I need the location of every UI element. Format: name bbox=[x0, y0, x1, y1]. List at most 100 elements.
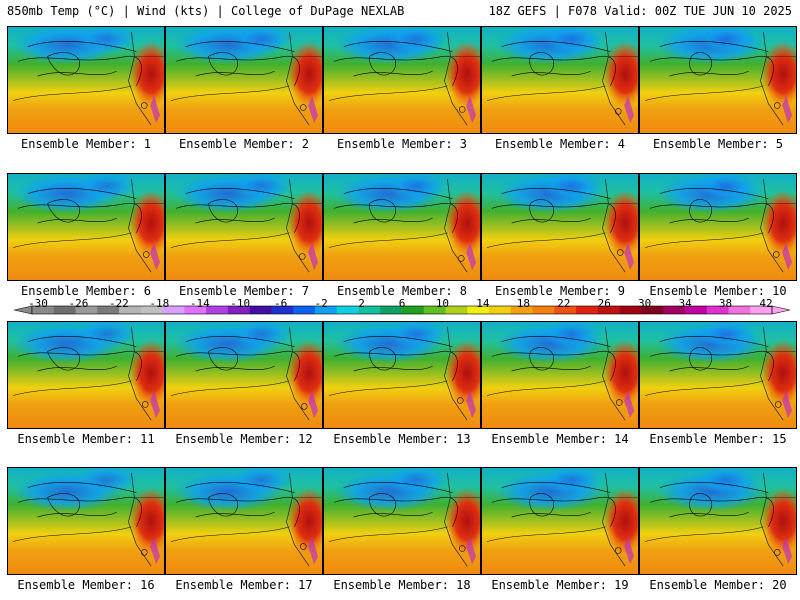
colorbar-tick-label: 26 bbox=[597, 297, 611, 310]
colorbar-tick-label: -10 bbox=[230, 297, 251, 310]
colorbar-swatch bbox=[510, 306, 533, 314]
colorbar-swatch bbox=[271, 306, 294, 314]
colorbar-tick-label: 38 bbox=[718, 297, 733, 310]
ensemble-map bbox=[639, 321, 797, 429]
ensemble-map bbox=[639, 26, 797, 134]
ensemble-map bbox=[639, 173, 797, 281]
ensemble-member-panel: Ensemble Member: 3 bbox=[323, 26, 481, 151]
ensemble-member-label: Ensemble Member: 5 bbox=[652, 137, 784, 151]
ensemble-map bbox=[323, 467, 481, 575]
colorbar-swatch bbox=[97, 306, 120, 314]
ensemble-member-panel: Ensemble Member: 4 bbox=[481, 26, 639, 151]
ensemble-member-label: Ensemble Member: 8 bbox=[336, 284, 468, 298]
ensemble-map bbox=[7, 321, 165, 429]
ensemble-member-panel: Ensemble Member: 2 bbox=[165, 26, 323, 151]
colorbar-tick-label: 30 bbox=[638, 297, 652, 310]
ensemble-map bbox=[481, 321, 639, 429]
ensemble-member-panel: Ensemble Member: 7 bbox=[165, 173, 323, 298]
ensemble-member-label: Ensemble Member: 2 bbox=[178, 137, 310, 151]
colorbar-tick-label: -22 bbox=[108, 297, 129, 310]
colorbar-swatch bbox=[32, 306, 55, 314]
colorbar-swatch bbox=[75, 306, 98, 314]
colorbar-swatch bbox=[706, 306, 729, 314]
ensemble-member-label: Ensemble Member: 14 bbox=[491, 432, 629, 446]
colorbar-swatch bbox=[445, 306, 468, 314]
ensemble-member-label: Ensemble Member: 13 bbox=[333, 432, 471, 446]
ensemble-map bbox=[165, 26, 323, 134]
ensemble-member-label: Ensemble Member: 18 bbox=[333, 578, 471, 592]
colorbar-swatch bbox=[554, 306, 577, 314]
colorbar-swatch bbox=[597, 306, 620, 314]
colorbar-swatch bbox=[293, 306, 316, 314]
ensemble-map bbox=[165, 467, 323, 575]
colorbar-swatch bbox=[423, 306, 446, 314]
colorbar-swatch bbox=[53, 306, 76, 314]
colorbar-tick-label: 34 bbox=[678, 297, 692, 310]
ensemble-map bbox=[323, 321, 481, 429]
ensemble-member-label: Ensemble Member: 6 bbox=[20, 284, 152, 298]
ensemble-map bbox=[481, 173, 639, 281]
colorbar-tick-label: 18 bbox=[516, 297, 530, 310]
colorbar-swatch bbox=[750, 306, 773, 314]
ensemble-member-label: Ensemble Member: 4 bbox=[494, 137, 626, 151]
colorbar-swatch bbox=[206, 306, 229, 314]
colorbar-swatch bbox=[140, 306, 163, 314]
ensemble-member-label: Ensemble Member: 9 bbox=[494, 284, 626, 298]
ensemble-member-panel: Ensemble Member: 16 bbox=[7, 467, 165, 592]
colorbar-frame bbox=[31, 305, 773, 315]
colorbar-swatch bbox=[184, 306, 207, 314]
colorbar-tick-label: 6 bbox=[398, 297, 406, 310]
ensemble-member-label: Ensemble Member: 20 bbox=[649, 578, 787, 592]
ensemble-member-panel: Ensemble Member: 12 bbox=[165, 321, 323, 446]
ensemble-member-panel: Ensemble Member: 1 bbox=[7, 26, 165, 151]
ensemble-member-label: Ensemble Member: 19 bbox=[491, 578, 629, 592]
ensemble-member-panel: Ensemble Member: 6 bbox=[7, 173, 165, 298]
ensemble-member-panel: Ensemble Member: 19 bbox=[481, 467, 639, 592]
ensemble-member-panel: Ensemble Member: 20 bbox=[639, 467, 797, 592]
ensemble-member-label: Ensemble Member: 16 bbox=[17, 578, 155, 592]
colorbar-swatch bbox=[227, 306, 250, 314]
colorbar-tick-label: 22 bbox=[557, 297, 571, 310]
ensemble-map bbox=[7, 173, 165, 281]
ensemble-member-label: Ensemble Member: 3 bbox=[336, 137, 468, 151]
colorbar-swatch bbox=[336, 306, 359, 314]
colorbar-swatch bbox=[489, 306, 512, 314]
ensemble-map bbox=[7, 26, 165, 134]
colorbar-swatch bbox=[619, 306, 642, 314]
ensemble-map bbox=[323, 26, 481, 134]
ensemble-member-panel: Ensemble Member: 17 bbox=[165, 467, 323, 592]
colorbar-swatch bbox=[663, 306, 686, 314]
ensemble-map bbox=[165, 321, 323, 429]
colorbar-swatch bbox=[641, 306, 664, 314]
colorbar-swatch bbox=[467, 306, 490, 314]
header-right: 18Z GEFS | F078 Valid: 00Z TUE JUN 10 20… bbox=[488, 4, 792, 18]
ensemble-member-panel: Ensemble Member: 10 bbox=[639, 173, 797, 298]
ensemble-member-label: Ensemble Member: 17 bbox=[175, 578, 313, 592]
colorbar-tick-label: -6 bbox=[274, 297, 288, 310]
colorbar-swatch bbox=[576, 306, 599, 314]
colorbar-swatch bbox=[358, 306, 381, 314]
colorbar-tick-label: -30 bbox=[28, 297, 48, 310]
ensemble-member-label: Ensemble Member: 11 bbox=[17, 432, 155, 446]
ensemble-member-label: Ensemble Member: 12 bbox=[175, 432, 313, 446]
ensemble-member-panel: Ensemble Member: 11 bbox=[7, 321, 165, 446]
colorbar-arrow-right bbox=[771, 305, 790, 315]
colorbar-tick-label: 42 bbox=[759, 297, 773, 310]
colorbar-swatch bbox=[684, 306, 708, 314]
ensemble-map bbox=[165, 173, 323, 281]
colorbar-swatch bbox=[402, 306, 425, 314]
ensemble-member-panel: Ensemble Member: 15 bbox=[639, 321, 797, 446]
header-left: 850mb Temp (°C) | Wind (kts) | College o… bbox=[7, 4, 405, 18]
ensemble-map bbox=[481, 467, 639, 575]
colorbar-tick-label: -2 bbox=[314, 297, 328, 310]
ensemble-member-panel: Ensemble Member: 9 bbox=[481, 173, 639, 298]
colorbar-tick-label: 10 bbox=[435, 297, 450, 310]
colorbar-swatch bbox=[380, 306, 403, 314]
colorbar-tick-label: 2 bbox=[358, 297, 365, 310]
colorbar-swatch bbox=[532, 306, 555, 314]
colorbar-swatch bbox=[728, 306, 751, 314]
temperature-colorbar bbox=[14, 305, 790, 315]
ensemble-member-panel: Ensemble Member: 8 bbox=[323, 173, 481, 298]
ensemble-member-label: Ensemble Member: 10 bbox=[649, 284, 787, 298]
